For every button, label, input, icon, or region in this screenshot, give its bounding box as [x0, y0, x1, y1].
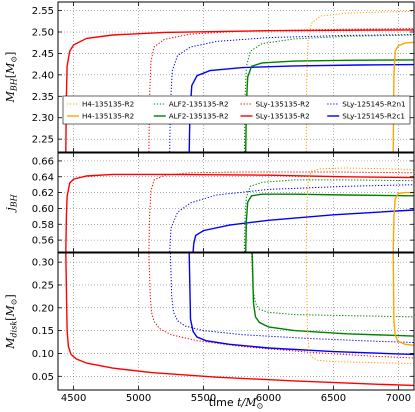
series-group: [65, 167, 414, 252]
y-tick-label: 0.56: [32, 236, 54, 247]
y-axis-label-unit: [: [4, 317, 17, 321]
series-line-dotted: [169, 184, 414, 252]
series-line-solid: [251, 253, 414, 337]
y-axis-label: MBH[M⊙]: [4, 52, 19, 104]
y-tick-label: 0.64: [32, 172, 54, 183]
x-tick-label: 6000: [256, 393, 281, 404]
y-axis-label-part: M: [4, 337, 17, 350]
y-tick-label: 0.15: [32, 326, 54, 337]
series-line-dotted: [148, 171, 414, 252]
legend-entry-label: SLy-135135-R2: [256, 100, 310, 109]
legend-entry-label: SLy-125145-R2n1: [342, 100, 405, 109]
x-axis-label: time t/M⊙: [209, 396, 263, 411]
y-axis-label-unit-m: M: [4, 62, 17, 75]
x-axis-label-text: time: [209, 396, 237, 409]
series-line-dotted: [305, 10, 414, 152]
y-tick-label: 0.05: [32, 372, 54, 383]
y-tick-label: 0.25: [32, 280, 54, 291]
legend-entry-label: H4-135135-R2: [82, 112, 134, 121]
y-axis-label-unit-close: ]: [4, 52, 17, 56]
y-tick-label: 2.45: [32, 49, 54, 60]
x-tick-label: 5000: [126, 393, 151, 404]
series-line-solid: [392, 253, 414, 346]
y-axis-label-part: j: [4, 207, 17, 214]
y-tick-label: 0.10: [32, 349, 54, 360]
series-line-dotted: [169, 34, 414, 152]
x-axis-label-math: t/M: [237, 396, 257, 409]
y-axis-label-sub: BH: [10, 77, 19, 92]
y-axis-label-unit-close: ]: [4, 294, 17, 298]
series-line-solid: [188, 253, 414, 356]
plot-frame: [57, 1, 415, 153]
series-group: [65, 253, 414, 387]
panel-mbh: 2.252.302.352.402.452.502.55MBH[M⊙]H4-13…: [4, 1, 415, 153]
series-line-solid: [65, 173, 414, 252]
series-line-dotted: [251, 253, 414, 318]
legend-entry-label: SLy-125145-R2c1: [342, 112, 405, 121]
legend: H4-135135-R2 ALF2-135135-R2 SLy-135135-R2 S…: [62, 95, 411, 125]
legend-entry-label: ALF2-135135-R2: [169, 112, 229, 121]
series-line-solid: [392, 191, 414, 252]
panel-jbh: 0.56 0.58 0.60 0.62 0.64 0.66 jBH: [4, 152, 415, 253]
series-line-solid: [392, 41, 414, 152]
y-axis-label-sub: BH: [10, 193, 19, 208]
x-tick-label: 4500: [61, 393, 86, 404]
y-tick-label: 2.35: [32, 92, 54, 103]
y-tick-label: 2.25: [32, 135, 54, 146]
y-axis-label-unit: [: [4, 74, 17, 78]
series-line-solid: [65, 253, 414, 387]
y-axis-label-unit-m: M: [4, 305, 17, 318]
y-tick-label: 0.20: [32, 303, 54, 314]
y-axis-label: Mdisk[M⊙]: [4, 294, 19, 349]
y-axis-label: jBH: [4, 193, 19, 213]
series-line-dotted: [305, 167, 414, 252]
y-tick-label: 0.60: [32, 204, 54, 215]
y-tick-label: 2.55: [32, 6, 54, 17]
series-line-dotted: [305, 253, 414, 364]
legend-box: [62, 95, 411, 125]
series-line-dotted: [169, 253, 414, 343]
x-tick-label: 6500: [321, 393, 346, 404]
x-tick-label: 5500: [191, 393, 216, 404]
x-axis-label-sub: ⊙: [257, 402, 264, 411]
legend-entry-label: H4-135135-R2: [82, 100, 134, 109]
legend-entry-label: ALF2-135135-R2: [169, 100, 229, 109]
y-tick-label: 0.62: [32, 188, 54, 199]
series-line-dotted: [243, 179, 414, 252]
plot-frame: [57, 252, 415, 391]
panel-mdisk: 0.05 0.10 0.15 0.20 0.25 0.30 4500 5000 5500 6000…: [4, 252, 415, 411]
series-line-dotted: [243, 34, 414, 152]
y-tick-label: 2.30: [32, 113, 54, 124]
legend-entry-label: SLy-135135-R2: [256, 112, 310, 121]
y-axis-label-sub: disk: [10, 321, 19, 338]
series-line-solid: [65, 29, 414, 152]
y-tick-label: 2.50: [32, 28, 54, 39]
y-axis-label-unit-sub: ⊙: [10, 299, 19, 306]
y-tick-label: 0.66: [32, 156, 54, 167]
plot-frame: [57, 152, 415, 253]
series-group: [65, 10, 414, 152]
series-line-dotted: [148, 253, 414, 359]
series-line-dotted: [148, 28, 414, 152]
y-tick-label: 0.30: [32, 258, 54, 269]
series-line-solid: [245, 193, 414, 252]
y-axis-label-part: M: [4, 90, 17, 103]
x-tick-label: 7000: [386, 393, 411, 404]
series-line-solid: [192, 209, 414, 252]
y-tick-label: 0.58: [32, 220, 54, 231]
y-tick-label: 2.40: [32, 70, 54, 81]
y-axis-label-unit-sub: ⊙: [10, 56, 19, 63]
